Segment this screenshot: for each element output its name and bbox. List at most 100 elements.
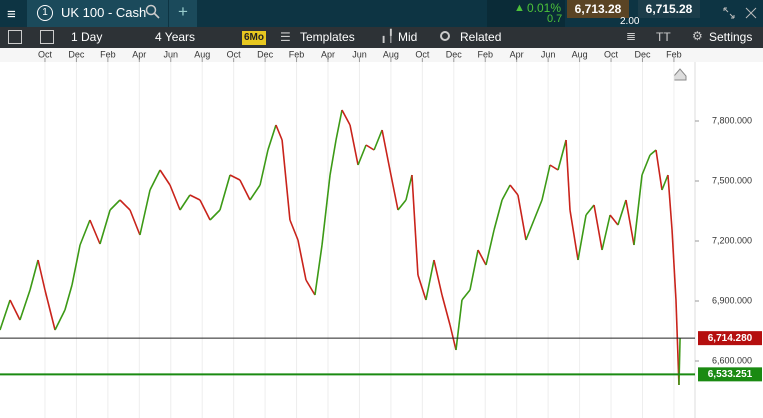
y-tick-label: 7,800.000 bbox=[712, 115, 752, 125]
price-bar bbox=[477, 249, 487, 266]
interval[interactable]: 1 Day bbox=[71, 30, 103, 44]
price-bar bbox=[655, 149, 663, 191]
price-bar bbox=[29, 259, 39, 291]
price-bar bbox=[275, 124, 283, 141]
price-bar bbox=[89, 219, 101, 245]
price-bar bbox=[289, 219, 299, 241]
x-tick-label: Oct bbox=[38, 49, 53, 59]
price-bar bbox=[99, 209, 111, 245]
menu-icon[interactable]: ≡ bbox=[7, 6, 16, 23]
price-bar bbox=[625, 199, 635, 246]
price-bar bbox=[0, 299, 11, 331]
price-label: 6,533.251 bbox=[708, 369, 753, 380]
x-tick-label: Dec bbox=[634, 49, 651, 59]
y-tick-label: 7,200.000 bbox=[712, 235, 752, 245]
sell-price[interactable]: 6,713.28 bbox=[567, 0, 629, 18]
price-bar bbox=[71, 244, 81, 286]
price-bar bbox=[349, 124, 359, 166]
price-bar bbox=[229, 174, 241, 181]
change-points: 0.7 bbox=[547, 13, 563, 25]
price-bar bbox=[19, 289, 31, 321]
x-tick-label: Aug bbox=[194, 49, 210, 59]
price-type-icon: ╻╿ bbox=[380, 29, 395, 43]
price-label: 6,714.280 bbox=[708, 333, 753, 344]
x-tick-label: Oct bbox=[604, 49, 619, 59]
text-icon[interactable]: TT bbox=[656, 30, 671, 44]
price-bar bbox=[239, 179, 251, 201]
price-bar bbox=[219, 174, 231, 211]
buy-price[interactable]: 6,715.28 bbox=[638, 0, 700, 18]
price-bar bbox=[533, 199, 543, 221]
x-tick-label: Apr bbox=[321, 49, 335, 59]
price-bar bbox=[149, 169, 161, 191]
price-type[interactable]: Mid bbox=[398, 30, 418, 44]
add-tab[interactable]: + bbox=[178, 2, 188, 21]
price-bar bbox=[678, 338, 681, 386]
price-bar bbox=[641, 154, 651, 176]
price-bar bbox=[493, 199, 503, 231]
templates[interactable]: Templates bbox=[300, 30, 355, 44]
price-bar bbox=[509, 184, 519, 196]
price-bar bbox=[321, 174, 331, 246]
price-bar bbox=[569, 209, 579, 261]
price-bar bbox=[525, 219, 535, 241]
change-percent: 0.01% bbox=[527, 1, 562, 15]
price-bar bbox=[667, 174, 673, 231]
price-bar bbox=[617, 199, 627, 226]
price-bar bbox=[305, 279, 316, 296]
price-bar bbox=[517, 194, 527, 241]
related-icon bbox=[440, 31, 450, 41]
price-bar bbox=[54, 309, 66, 331]
x-tick-label: Jun bbox=[541, 49, 556, 59]
price-bar bbox=[9, 299, 21, 321]
layout-icon[interactable] bbox=[8, 30, 22, 44]
range[interactable]: 4 Years bbox=[155, 30, 196, 44]
price-bar bbox=[64, 284, 73, 311]
price-bar bbox=[441, 294, 451, 326]
x-axis-band bbox=[0, 48, 763, 62]
price-bar bbox=[671, 229, 677, 301]
price-bar bbox=[455, 299, 463, 351]
x-tick-label: Dec bbox=[68, 49, 85, 59]
price-bar bbox=[469, 249, 479, 291]
price-bar bbox=[373, 129, 383, 151]
window-icons[interactable] bbox=[722, 6, 758, 20]
price-bar bbox=[389, 169, 399, 211]
y-tick-label: 6,900.000 bbox=[712, 295, 752, 305]
price-bar bbox=[609, 214, 619, 226]
x-tick-label: Jun bbox=[164, 49, 179, 59]
search-icon[interactable] bbox=[145, 4, 161, 20]
price-bar bbox=[417, 274, 427, 301]
x-tick-label: Dec bbox=[446, 49, 463, 59]
top-bar: ≡ 1 UK 100 - Cash + ▲ 0.01% 0.7 6,713.28… bbox=[0, 0, 763, 27]
x-tick-label: Aug bbox=[572, 49, 588, 59]
x-tick-label: Feb bbox=[477, 49, 493, 59]
split-icon[interactable] bbox=[40, 30, 54, 44]
x-tick-label: Apr bbox=[510, 49, 524, 59]
price-bar bbox=[365, 144, 375, 151]
price-bar bbox=[249, 184, 261, 201]
price-bar bbox=[314, 244, 323, 296]
list-icon[interactable]: ≣ bbox=[626, 29, 637, 43]
price-label-box bbox=[698, 331, 762, 346]
x-tick-label: Feb bbox=[100, 49, 116, 59]
price-bar bbox=[129, 209, 141, 236]
range-badge[interactable]: 6Mo bbox=[242, 31, 266, 45]
settings-icon: ⚙ bbox=[692, 29, 703, 43]
price-bar bbox=[37, 259, 46, 291]
price-bar bbox=[381, 129, 391, 171]
change-box bbox=[487, 0, 565, 27]
price-bar bbox=[179, 194, 191, 211]
settings[interactable]: Settings bbox=[709, 30, 753, 44]
related[interactable]: Related bbox=[460, 30, 502, 44]
price-bar bbox=[433, 259, 443, 296]
price-bar bbox=[329, 139, 337, 176]
price-bar bbox=[601, 214, 611, 251]
price-label-box bbox=[698, 367, 762, 382]
change-arrow: ▲ bbox=[514, 2, 525, 14]
scroll-end-icon[interactable] bbox=[673, 68, 687, 81]
chart: Oct Dec Feb Apr Jun Aug Oct Dec Feb Apr Jun Aug Oct D… bbox=[0, 48, 763, 418]
price-bar bbox=[485, 229, 495, 266]
price-bar bbox=[593, 204, 603, 251]
